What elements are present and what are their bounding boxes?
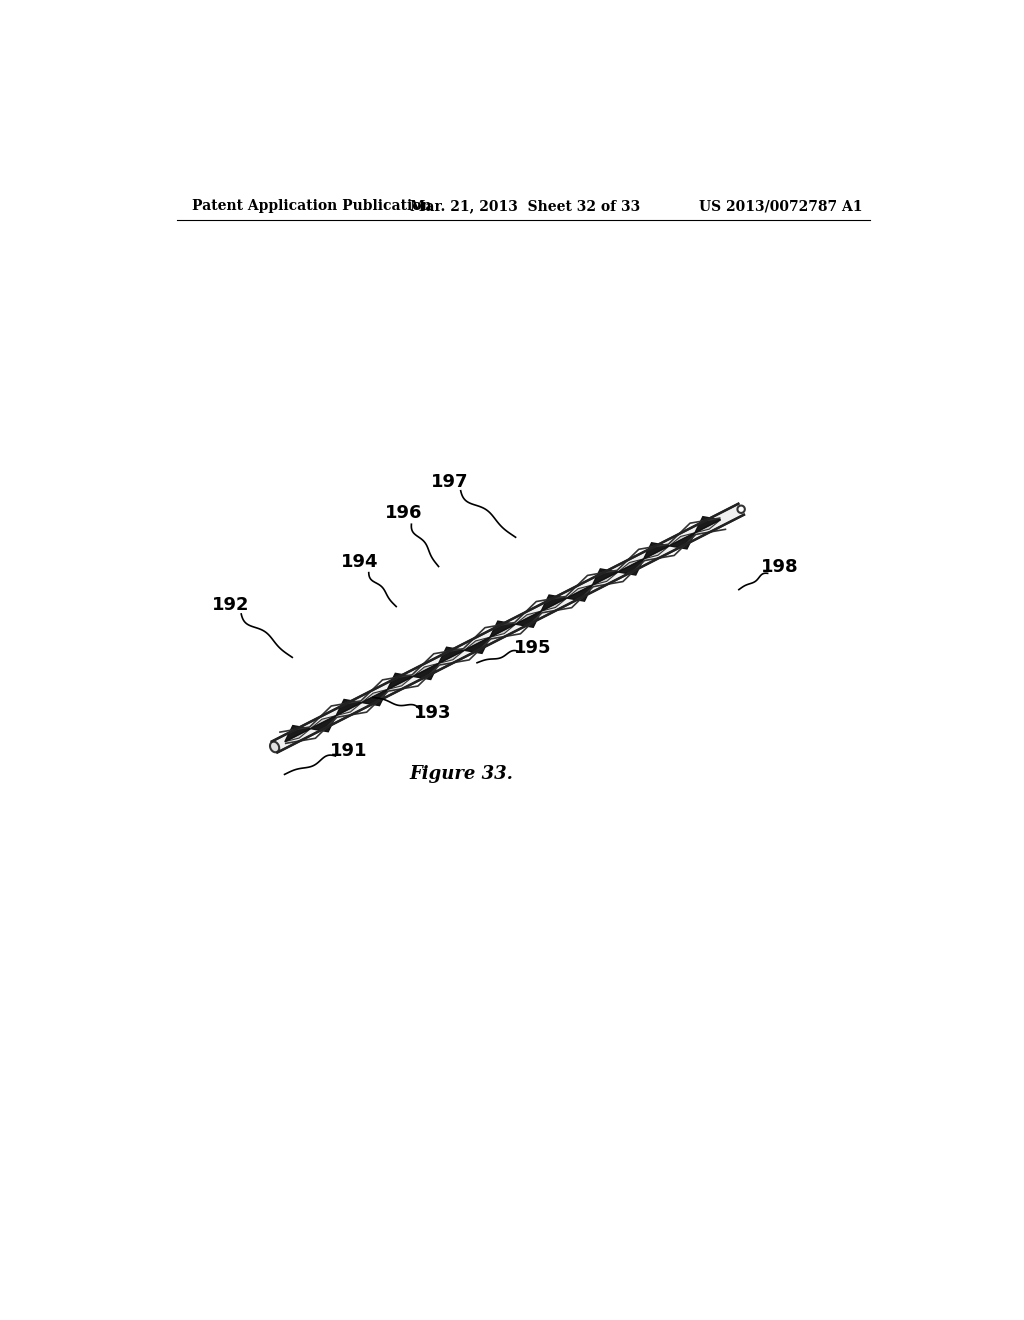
Text: Patent Application Publication: Patent Application Publication <box>193 199 432 213</box>
Polygon shape <box>489 622 515 638</box>
Polygon shape <box>695 520 721 533</box>
Text: 191: 191 <box>330 742 368 760</box>
Polygon shape <box>336 702 361 715</box>
Polygon shape <box>413 664 438 680</box>
Polygon shape <box>618 558 644 576</box>
Text: 197: 197 <box>431 473 469 491</box>
Text: 196: 196 <box>385 504 423 521</box>
Polygon shape <box>310 715 336 729</box>
Text: Mar. 21, 2013  Sheet 32 of 33: Mar. 21, 2013 Sheet 32 of 33 <box>410 199 640 213</box>
Polygon shape <box>515 611 541 624</box>
Polygon shape <box>566 585 593 601</box>
Polygon shape <box>541 595 566 611</box>
Text: 195: 195 <box>514 639 551 657</box>
Polygon shape <box>464 638 489 653</box>
Polygon shape <box>695 516 721 533</box>
Polygon shape <box>515 611 541 627</box>
Polygon shape <box>670 533 695 549</box>
Polygon shape <box>644 546 670 558</box>
Polygon shape <box>413 664 438 676</box>
Polygon shape <box>438 647 464 664</box>
Polygon shape <box>464 638 489 651</box>
Polygon shape <box>670 533 695 546</box>
Polygon shape <box>593 569 618 585</box>
Polygon shape <box>361 689 387 706</box>
Polygon shape <box>489 624 515 638</box>
Polygon shape <box>737 506 744 513</box>
Text: 198: 198 <box>761 557 799 576</box>
Polygon shape <box>285 726 310 742</box>
Polygon shape <box>593 572 618 585</box>
Text: Figure 33.: Figure 33. <box>410 766 513 783</box>
Polygon shape <box>387 673 413 689</box>
Polygon shape <box>271 504 743 752</box>
Polygon shape <box>618 558 644 572</box>
Polygon shape <box>566 585 593 598</box>
Polygon shape <box>361 689 387 702</box>
Polygon shape <box>541 598 566 611</box>
Text: 193: 193 <box>415 704 452 722</box>
Polygon shape <box>336 700 361 715</box>
Text: US 2013/0072787 A1: US 2013/0072787 A1 <box>698 199 862 213</box>
Polygon shape <box>644 543 670 558</box>
Polygon shape <box>438 651 464 664</box>
Text: 192: 192 <box>212 597 250 614</box>
Polygon shape <box>270 742 280 752</box>
Text: 194: 194 <box>341 553 379 570</box>
Polygon shape <box>285 729 310 742</box>
Polygon shape <box>310 715 336 731</box>
Polygon shape <box>387 676 413 689</box>
